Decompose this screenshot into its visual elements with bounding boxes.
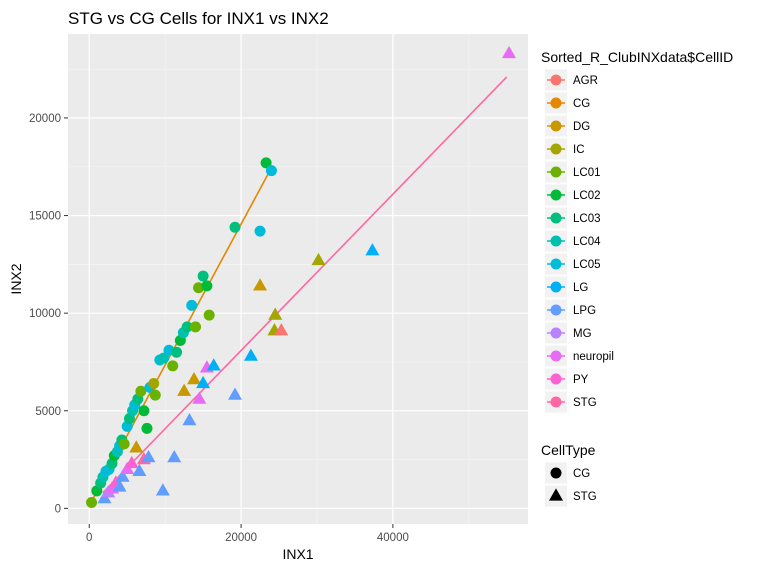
scatter-point-stg [167, 450, 182, 463]
shape-legend-label-stg: STG [573, 491, 597, 503]
y-tick-label: 15000 [29, 211, 61, 223]
scatter-point-cg [203, 309, 215, 321]
scatter-point-cg [158, 352, 170, 364]
shape-legend-title: CellType [541, 442, 596, 458]
scatter-point-cg [118, 438, 130, 450]
color-legend-title: Sorted_R_ClubINXdata$CellID [541, 49, 733, 65]
scatter-point-stg [268, 307, 283, 320]
y-tick-label: 0 [55, 503, 61, 515]
legend-key-triangle [549, 488, 563, 501]
grid-major [68, 34, 528, 524]
scatter-point-cg [149, 389, 161, 401]
legend-label-agr: AGR [573, 75, 598, 87]
scatter-point-stg [274, 323, 289, 336]
legend-key-lc02 [550, 189, 562, 201]
legend-label-lc04: LC04 [573, 236, 601, 248]
scatter-point-stg [187, 371, 202, 385]
legend-label-lc05: LC05 [573, 259, 601, 271]
scatter-point-cg [265, 165, 277, 177]
legend-key-lc05 [550, 258, 562, 270]
scatter-point-cg [186, 299, 198, 311]
scatter-point-cg [201, 280, 213, 292]
x-axis-ticks: 0 20000 40000 [86, 524, 409, 544]
plot-panel [68, 34, 528, 524]
legend-label-cg: CG [573, 98, 590, 110]
legend-label-py: PY [573, 374, 589, 386]
legend-label-neuropil: neuropil [573, 351, 614, 363]
scatter-point-cg [167, 360, 179, 372]
legend-key-lc01 [550, 166, 562, 178]
scatter-point-stg [206, 358, 221, 371]
scatter-point-cg [190, 321, 202, 333]
scatter-point-cg [181, 321, 193, 333]
x-tick-label: 20000 [225, 532, 257, 544]
scatter-point-stg [365, 243, 380, 256]
legend-key-neuropil [550, 350, 562, 362]
legend: Sorted_R_ClubINXdata$CellID AGR CG DG IC LC01… [541, 49, 733, 507]
scatter-point-stg [112, 479, 127, 492]
scatter-point-stg [177, 383, 192, 396]
legend-key-lc03 [550, 212, 562, 224]
scatter-point-stg [155, 483, 170, 496]
scatter-point-stg [129, 440, 144, 453]
scatter-point-stg [311, 252, 326, 266]
scatter-point-cg [141, 422, 153, 434]
legend-key-py [550, 373, 562, 385]
legend-key-agr [550, 74, 562, 86]
legend-label-lpg: LPG [573, 305, 596, 317]
scatter-point-cg [254, 225, 266, 237]
chart-title: STG vs CG Cells for INX1 vs INX2 [68, 9, 329, 28]
scatter-point-stg [192, 391, 207, 404]
shape-legend-label-cg: CG [573, 468, 590, 480]
legend-key-lc04 [550, 235, 562, 247]
y-tick-label: 10000 [29, 308, 61, 320]
scatter-point-cg [193, 282, 205, 294]
legend-key-ic [550, 143, 562, 155]
fit-line-stg [102, 76, 508, 494]
scatter-point-cg [229, 221, 241, 233]
legend-label-lc03: LC03 [573, 213, 601, 225]
legend-key-lg [550, 281, 562, 293]
scatter-point-stg [253, 278, 268, 291]
scatter-point-stg [115, 469, 130, 482]
legend-label-dg: DG [573, 121, 590, 133]
scatter-point-cg [260, 157, 272, 169]
legend-label-lc01: LC01 [573, 167, 601, 179]
legend-key-dg [550, 120, 562, 132]
legend-key-cg [550, 97, 562, 109]
scatter-point-cg [197, 270, 209, 282]
y-tick-label: 20000 [29, 113, 61, 125]
scatter-point-stg [182, 412, 197, 426]
legend-key-stg [550, 396, 562, 408]
y-axis-ticks: 0 5000 10000 15000 20000 [29, 113, 68, 515]
legend-key-circle [550, 467, 562, 479]
x-axis-title: INX1 [282, 546, 313, 562]
legend-label-stg: STG [573, 397, 597, 409]
data-points [86, 45, 517, 509]
scatter-point-cg [138, 405, 150, 417]
scatter-point-stg [141, 450, 156, 463]
legend-label-lg: LG [573, 282, 588, 294]
x-tick-label: 0 [86, 532, 92, 544]
y-axis-title: INX2 [8, 263, 24, 294]
scatter-point-stg [227, 387, 242, 400]
scatter-point-cg [135, 385, 147, 397]
x-tick-label: 40000 [377, 532, 409, 544]
scatter-point-stg [243, 348, 258, 361]
scatter-point-cg [86, 497, 98, 509]
legend-label-mg: MG [573, 328, 592, 340]
legend-label-lc02: LC02 [573, 190, 601, 202]
scatter-point-stg [196, 375, 211, 389]
scatter-point-stg [132, 463, 147, 476]
scatter-point-stg [502, 45, 517, 59]
scatter-point-cg [148, 377, 160, 389]
scatter-point-cg [171, 346, 183, 358]
legend-key-mg [550, 327, 562, 339]
scatter-point-stg [124, 455, 139, 469]
legend-key-lpg [550, 304, 562, 316]
y-tick-label: 5000 [35, 406, 61, 418]
legend-label-ic: IC [573, 144, 585, 156]
